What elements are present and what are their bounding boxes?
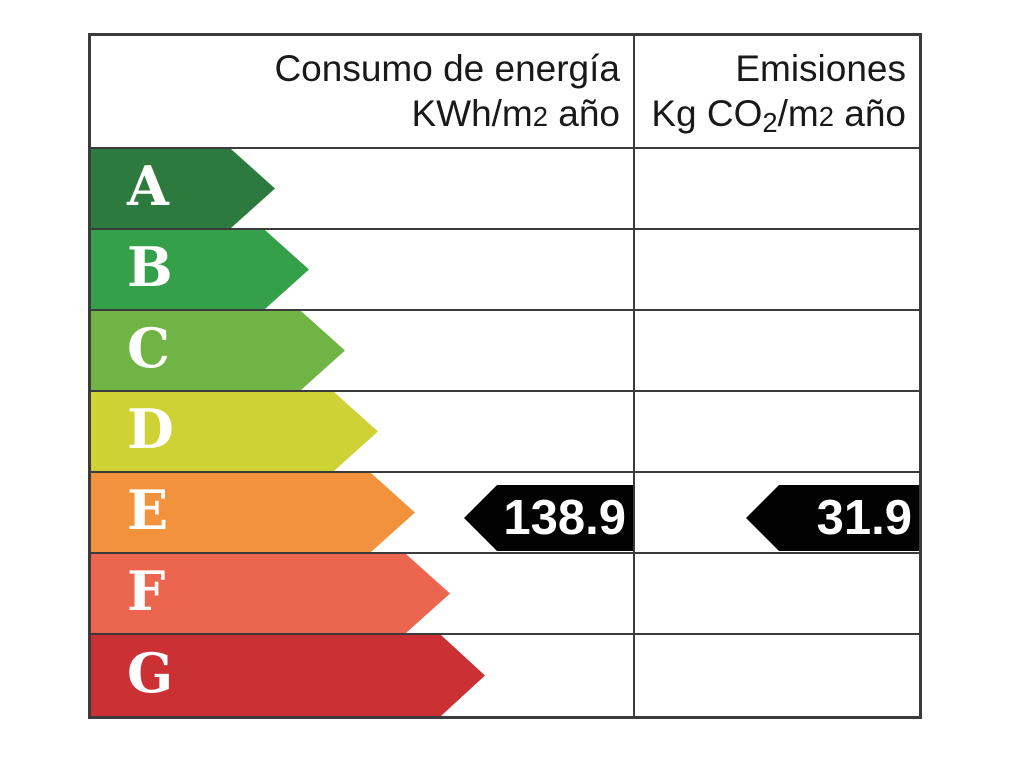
rating-letter-f: F: [127, 558, 166, 623]
rating-bar-b: B: [91, 230, 309, 309]
emissions-header-text: Emisiones Kg CO2/m2 año: [635, 36, 919, 145]
rating-row-d: D: [91, 392, 919, 473]
squared-exponent: 2: [532, 101, 548, 132]
rating-bar-c: C: [91, 311, 345, 390]
rating-row-a: A: [91, 149, 919, 230]
emissions-cell-e: 31.9: [635, 473, 919, 552]
rating-letter-a: A: [127, 153, 169, 218]
emissions-cell-c: [635, 311, 919, 390]
emissions-cell-g: [635, 635, 919, 716]
emissions-cell-d: [635, 392, 919, 471]
squared-exponent: 2: [818, 101, 834, 132]
co2-subscript: 2: [762, 107, 778, 139]
emissions-cell-b: [635, 230, 919, 309]
emissions-cell-a: [635, 149, 919, 228]
rating-bar-f: F: [91, 554, 450, 633]
emissions-value-arrow: 31.9: [746, 485, 919, 551]
consumption-header-line1: Consumo de energía: [274, 48, 620, 89]
energy-rating-table: Consumo de energía KWh/m2 año Emisiones …: [88, 33, 922, 719]
emissions-header-line2: Kg CO2/m2 año: [651, 93, 906, 139]
rating-letter-e: E: [127, 477, 169, 542]
rating-row-f: F: [91, 554, 919, 635]
rating-letter-b: B: [127, 234, 173, 299]
header-row: Consumo de energía KWh/m2 año Emisiones …: [91, 36, 919, 149]
consumption-value: 138.9: [503, 491, 626, 545]
rating-letter-d: D: [127, 396, 174, 461]
rating-letter-c: C: [127, 315, 170, 380]
header-cell-emissions: Emisiones Kg CO2/m2 año: [635, 36, 919, 147]
rating-bar-a: A: [91, 149, 275, 228]
emissions-value: 31.9: [816, 491, 912, 545]
rating-letter-g: G: [127, 640, 174, 705]
rating-bar-e: E: [91, 473, 415, 552]
consumption-header-text: Consumo de energía KWh/m2 año: [91, 36, 633, 139]
rating-row-b: B: [91, 230, 919, 311]
emissions-cell-f: [635, 554, 919, 633]
rating-bar-d: D: [91, 392, 378, 471]
rating-row-c: C: [91, 311, 919, 392]
consumption-header-line2: KWh/m2 año: [411, 93, 620, 134]
rating-row-g: G: [91, 635, 919, 716]
consumption-value-arrow: 138.9: [464, 485, 633, 551]
rating-bar-g: G: [91, 635, 485, 716]
emissions-header-line1: Emisiones: [735, 48, 906, 89]
header-cell-consumption: Consumo de energía KWh/m2 año: [91, 36, 635, 147]
rating-row-e: E 138.9 31.9: [91, 473, 919, 554]
